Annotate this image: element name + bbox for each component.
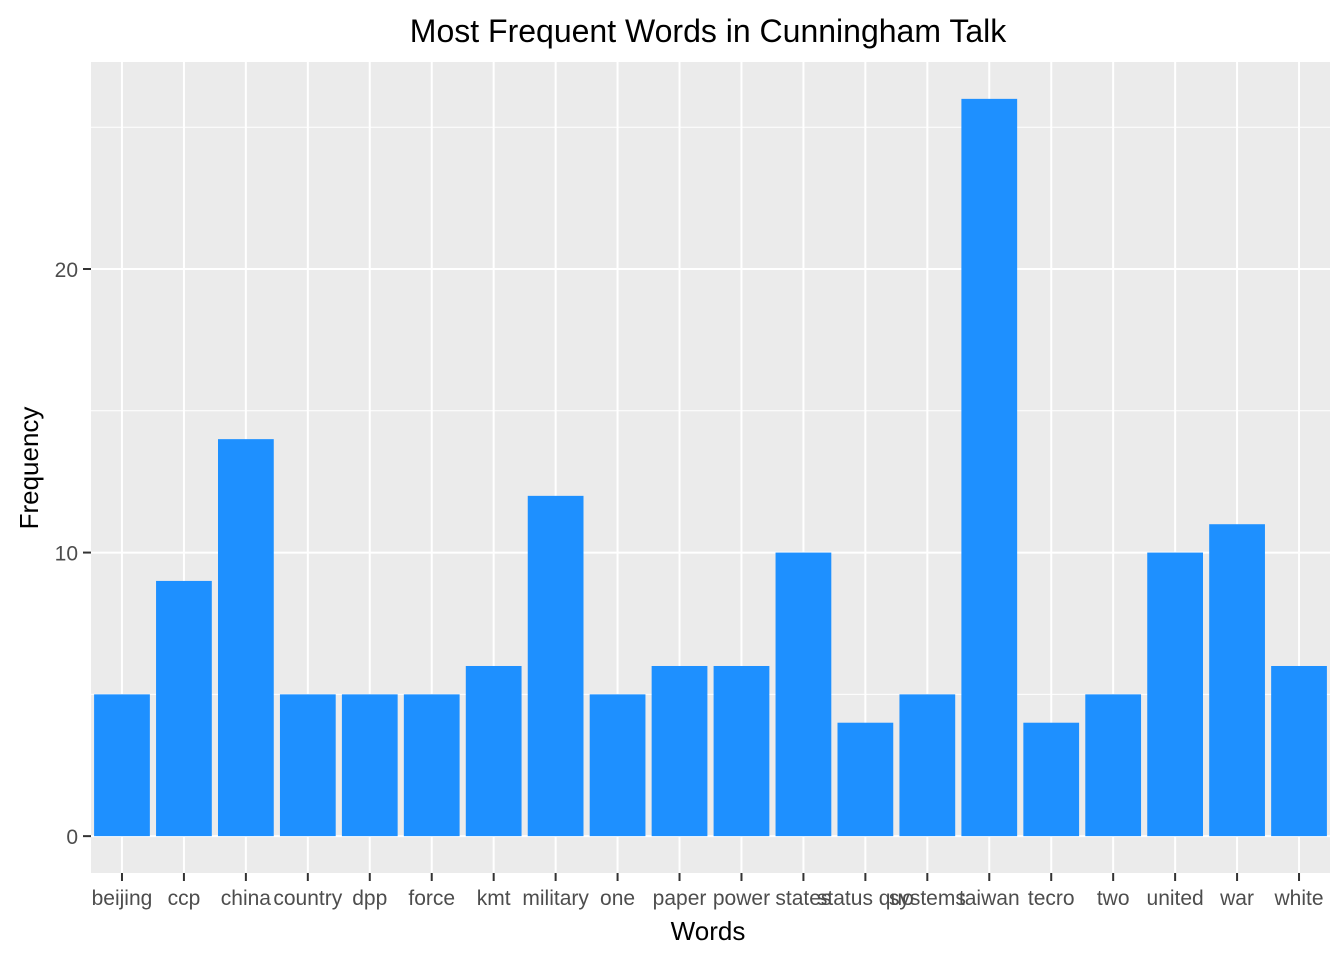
x-tick-label: white: [1274, 887, 1324, 910]
x-tick-label: dpp: [352, 887, 387, 910]
y-axis-title: Frequency: [14, 407, 44, 530]
bar-kmt: [465, 665, 522, 837]
bar-states: [775, 552, 832, 837]
bar-china: [217, 439, 274, 837]
bar-ccp: [156, 580, 212, 837]
x-tick-label: china: [221, 887, 272, 910]
bar-two: [1085, 694, 1142, 837]
bar-status-quo: [837, 722, 894, 837]
bar-taiwan: [961, 98, 1018, 837]
bar-power: [713, 665, 770, 837]
x-tick-label: ccp: [168, 887, 201, 910]
bar-war: [1209, 524, 1265, 837]
x-tick-label: war: [1219, 887, 1254, 910]
x-tick-label: taiwan: [959, 887, 1020, 910]
plot-panel: [91, 62, 1330, 873]
bar-united: [1147, 552, 1204, 837]
bar-force: [403, 694, 460, 837]
y-tick-label: 0: [66, 826, 78, 849]
x-tick-label: status quo: [817, 887, 914, 910]
bar-dpp: [341, 694, 398, 837]
x-tick-label: tecro: [1028, 887, 1075, 910]
x-tick-label: paper: [653, 887, 707, 910]
bar-military: [527, 495, 584, 837]
y-axis: 0 10 20: [55, 259, 91, 849]
x-tick-label: kmt: [477, 887, 511, 910]
chart-title: Most Frequent Words in Cunningham Talk: [410, 13, 1007, 49]
x-tick-label: country: [273, 887, 342, 910]
bar-beijing: [94, 694, 150, 837]
x-tick-label: systems: [889, 887, 966, 910]
x-tick-label: united: [1147, 887, 1204, 910]
bar-tecro: [1023, 722, 1080, 837]
x-tick-label: two: [1097, 887, 1130, 910]
bar-paper: [651, 665, 708, 837]
x-tick-label: military: [522, 887, 589, 910]
bar-one: [589, 694, 646, 837]
x-tick-label: one: [600, 887, 635, 910]
y-tick-label: 10: [55, 543, 78, 566]
x-tick-label: force: [408, 887, 455, 910]
bars: [94, 98, 1327, 837]
bar-systems: [899, 694, 956, 837]
bar-white: [1271, 665, 1327, 837]
y-tick-label: 20: [55, 259, 78, 282]
x-axis-title: Words: [671, 916, 746, 946]
x-axis: beijing ccp china country dpp force kmt militar…: [92, 873, 1324, 910]
x-tick-label: power: [713, 887, 770, 910]
x-tick-label: beijing: [92, 887, 153, 910]
x-tick-label: states: [775, 887, 831, 910]
bar-country: [279, 694, 336, 837]
